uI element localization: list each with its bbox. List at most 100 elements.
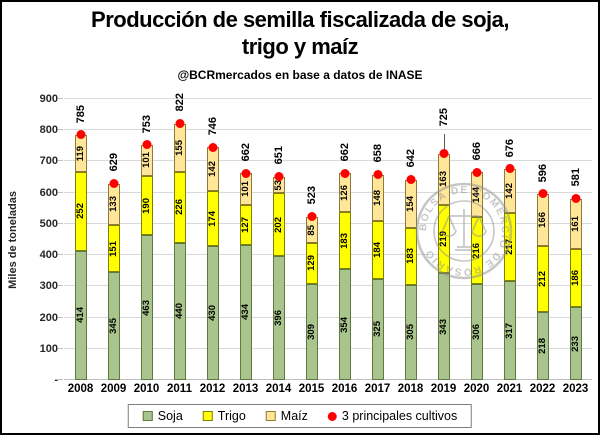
bar-segment-trigo: 127 [239, 204, 252, 245]
total-value-label: 523 [305, 186, 318, 205]
total-marker-dot [109, 179, 118, 189]
gridline [64, 254, 592, 256]
segment-value-label: 217 [504, 239, 515, 256]
bar-segment-soja: 396 [272, 256, 285, 380]
gridline [64, 160, 592, 162]
bar-segment-trigo: 252 [74, 172, 87, 251]
x-tick-label: 2015 [298, 383, 325, 395]
segment-value-label: 186 [570, 270, 581, 287]
total-marker-dot [571, 194, 580, 204]
bar-segment-maíz: 133 [107, 183, 120, 226]
y-tick-mark [58, 254, 63, 256]
legend-item-soja: Soja [142, 409, 183, 423]
gridline [64, 285, 592, 287]
y-tick-mark [58, 98, 63, 99]
bar-segment-maíz: 119 [74, 134, 87, 173]
legend-label: Trigo [217, 409, 246, 423]
bar-column-2016: 354 183 126 662 [328, 99, 361, 380]
total-marker-dot [142, 140, 151, 150]
bar-column-2009: 345 151 133 629 [97, 99, 130, 380]
bar-column-2008: 414 252 119 785 [64, 99, 97, 380]
bar-column-2014: 396 202 53 651 [262, 99, 295, 380]
bar-segment-maíz: 154 [404, 179, 417, 228]
total-value-label: 629 [107, 153, 120, 172]
segment-value-label: 166 [537, 211, 548, 228]
total-value-label: 753 [140, 114, 153, 133]
total-marker-dot [307, 212, 316, 222]
segment-value-label: 252 [75, 203, 86, 220]
legend-swatch-icon [142, 411, 153, 421]
total-value-label: 658 [371, 144, 384, 163]
bar-segment-maíz: 142 [206, 147, 219, 192]
y-tick-mark [58, 379, 63, 380]
bar-segment-soja: 354 [338, 269, 351, 380]
bar-column-2023: 233 186 161 581 [559, 99, 592, 380]
x-tick-label: 2009 [100, 383, 127, 395]
total-marker-dot [274, 172, 283, 182]
segment-value-label: 345 [108, 318, 119, 335]
segment-value-label: 212 [537, 270, 548, 287]
legend: Soja Trigo Maíz 3 principales cultivos [127, 404, 473, 428]
bar-segment-maíz: 144 [470, 172, 483, 218]
segment-value-label: 325 [372, 321, 383, 338]
segment-value-label: 85 [306, 224, 317, 236]
total-value-label: 651 [272, 146, 285, 165]
bar-segment-maíz: 142 [503, 168, 516, 214]
segment-value-label: 317 [504, 322, 515, 339]
bar-segment-soja: 305 [404, 284, 417, 380]
bar-segment-trigo: 190 [140, 176, 153, 236]
segment-value-label: 440 [174, 303, 185, 320]
segment-value-label: 133 [108, 196, 119, 213]
bar-segment-trigo: 226 [173, 172, 186, 243]
bar-segment-soja: 430 [206, 245, 219, 380]
segment-value-label: 396 [273, 310, 284, 327]
chart-title-line1: Producción de semilla fiscalizada de soj… [91, 7, 509, 32]
segment-value-label: 190 [141, 197, 152, 214]
bar-column-2011: 440 226 155 822 [163, 93, 196, 380]
legend-item-trigo: Trigo [202, 409, 246, 423]
segment-value-label: 202 [273, 216, 284, 233]
total-marker-dot [538, 189, 547, 199]
bar-column-2015: 309 129 85 523 [295, 99, 328, 380]
y-tick-mark [58, 129, 63, 131]
bar-segment-maíz: 161 [569, 198, 582, 250]
bar-segment-soja: 233 [569, 307, 582, 380]
total-value-label: 662 [239, 142, 252, 162]
segment-value-label: 414 [75, 307, 86, 324]
bar-segment-trigo: 129 [305, 243, 318, 284]
bar-column-2022: 218 212 166 596 [526, 99, 559, 380]
bar-segment-maíz: 101 [239, 173, 252, 205]
total-value-label: 662 [338, 142, 351, 162]
total-marker-dot [439, 149, 448, 159]
y-tick-label: 700 [39, 155, 58, 168]
bar-column-2012: 430 174 142 746 [196, 99, 229, 380]
segment-value-label: 151 [108, 240, 119, 257]
segment-value-label: 163 [438, 171, 449, 188]
total-value-label: 596 [536, 163, 549, 182]
gridline [64, 191, 592, 193]
y-tick-mark [58, 347, 63, 349]
y-tick-label: 900 [39, 93, 58, 105]
y-tick-mark [58, 160, 63, 162]
legend-swatch-icon [265, 411, 276, 421]
bar-segment-soja: 345 [107, 272, 120, 380]
segment-value-label: 155 [174, 139, 185, 156]
x-tick-label: 2014 [265, 383, 292, 395]
segment-value-label: 434 [240, 304, 251, 321]
bar-segment-trigo: 202 [272, 193, 285, 257]
bar-column-2021: 317 217 142 676 [493, 99, 526, 380]
bar-segment-trigo: 186 [569, 249, 582, 308]
chart-title: Producción de semilla fiscalizada de soj… [2, 7, 598, 61]
segment-value-label: 126 [339, 184, 350, 201]
bar-segment-soja: 414 [74, 250, 87, 380]
legend-dot-icon [327, 411, 337, 421]
bar-segment-soja: 434 [239, 244, 252, 380]
x-axis-labels: 2008 2009 2010 2011 2012 2013 2014 2015 2016 2017… [64, 383, 592, 399]
segment-value-label: 309 [306, 323, 317, 340]
bar-segment-trigo: 183 [404, 227, 417, 285]
y-axis-title: Miles de toneladas [7, 190, 19, 289]
x-tick-label: 2021 [496, 383, 523, 395]
gridline [64, 379, 592, 380]
total-value-label: 725 [437, 108, 450, 127]
